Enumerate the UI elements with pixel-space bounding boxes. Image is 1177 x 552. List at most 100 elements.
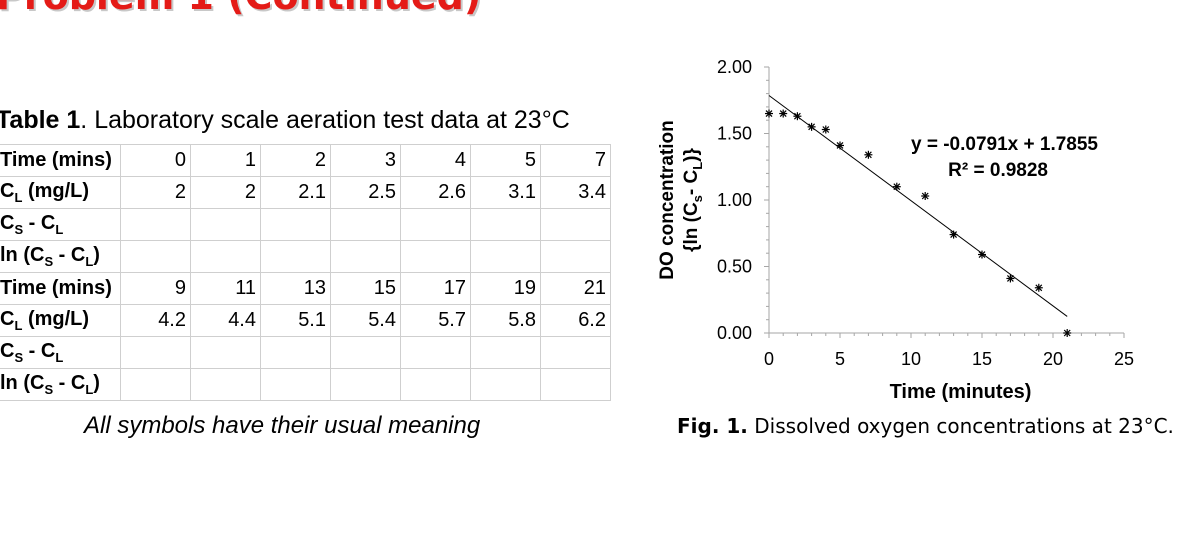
y-tick-label: 0.00 [717,323,752,343]
ylabel-cl-subscript: L [690,162,705,170]
cl-subscript: L [55,350,64,365]
table-row: CS - CL [0,336,611,369]
aeration-data-table: Time (mins) 0 1 2 3 4 5 7 CL (mg/L) 2 2 2.1 2.5 2.6 3.… [0,144,611,401]
data-point [765,109,773,118]
ylabel-suffix: )} [681,147,702,161]
ln-prefix: ln (C [0,372,45,394]
ylabel-minus-cl: - C [681,169,702,195]
cl-symbol: C [0,180,15,202]
row-header-time: Time (mins) [0,144,121,177]
cs-symbol: C [0,340,15,362]
cl-subscript: L [55,222,64,237]
data-point [1034,283,1043,292]
data-point [821,125,830,134]
ln-suffix: ) [93,244,100,266]
x-tick-label: 20 [1043,349,1063,369]
cs-subscript: S [14,222,24,237]
empty-cell [260,368,331,401]
empty-cell [190,336,261,369]
table-row: ln (CS - CL) [0,368,611,401]
cl-cell: 2.5 [330,176,401,209]
row-header-difference: CS - CL [0,336,121,369]
y-tick-label: 1.00 [717,190,752,210]
cl-subscript: L [14,190,23,205]
data-point [921,192,930,201]
x-tick-label: 5 [835,349,845,369]
cl-subscript: L [85,382,94,397]
time-cell: 17 [400,272,471,305]
x-tick-label: 0 [764,349,774,369]
empty-cell [330,208,401,241]
empty-cell [190,368,261,401]
ln-prefix: ln (C [0,244,45,266]
empty-cell [260,208,331,241]
data-point [1063,329,1072,337]
time-cell: 4 [400,144,471,177]
data-point [978,250,986,259]
trendline [768,95,1068,317]
r-squared-label: R² = 0.9828 [948,160,1048,181]
empty-cell [260,240,331,273]
cs-subscript: S [44,254,54,269]
cl-cell: 2.6 [400,176,471,209]
table-caption-label: Table 1 [0,106,81,134]
empty-cell [330,368,401,401]
y-axis-title-line1: DO concentration [657,120,678,279]
time-cell: 7 [540,144,611,177]
data-point [836,141,844,150]
time-cell: 3 [330,144,401,177]
time-cell: 2 [260,144,331,177]
empty-cell [470,368,541,401]
cl-unit: (mg/L) [22,308,90,330]
empty-cell [540,368,611,401]
figure-caption-text: Dissolved oxygen concentrations at 23°C. [747,414,1174,438]
cl-cell: 5.7 [400,304,471,337]
empty-cell [540,240,611,273]
row-header-ln: ln (CS - CL) [0,368,121,401]
table-row: ln (CS - CL) [0,240,611,273]
minus-cl: - C [53,372,86,394]
y-tick-label: 2.00 [717,57,752,77]
data-point [1006,274,1015,283]
cs-subscript: S [14,350,24,365]
x-axis-title: Time (minutes) [890,381,1032,403]
ylabel-cs-subscript: s [690,195,705,202]
symbols-note: All symbols have their usual meaning [84,412,481,439]
table-caption: Table 1. Laboratory scale aeration test … [0,106,570,135]
slide-title: Problem 1 (Continued) [0,0,481,18]
y-tick-label: 0.50 [717,257,752,277]
x-tick-label: 25 [1114,349,1134,369]
cs-subscript: S [44,382,54,397]
table-row: Time (mins) 0 1 2 3 4 5 7 [0,144,611,177]
x-tick-label: 15 [972,349,992,369]
time-cell: 21 [540,272,611,305]
data-point [779,109,788,118]
data-point [892,182,901,191]
minus-cl: - C [23,340,56,362]
empty-cell [540,336,611,369]
time-cell: 1 [190,144,261,177]
cl-cell: 4.4 [190,304,261,337]
row-header-ln: ln (CS - CL) [0,240,121,273]
empty-cell [540,208,611,241]
cl-cell: 2 [120,176,191,209]
ylabel-ln-prefix: {ln (C [681,202,702,252]
cl-subscript: L [85,254,94,269]
ln-suffix: ) [93,372,100,394]
cl-cell: 5.4 [330,304,401,337]
trendline-equation: y = -0.0791x + 1.7855 [911,134,1098,155]
y-tick-label: 1.50 [717,124,752,144]
data-point [793,112,802,121]
cl-cell: 3.4 [540,176,611,209]
cl-cell: 5.1 [260,304,331,337]
data-point [864,150,873,159]
figure-caption-label: Fig. 1. [677,414,748,438]
empty-cell [260,336,331,369]
cl-symbol: C [0,308,15,330]
cl-cell: 3.1 [470,176,541,209]
time-cell: 11 [190,272,261,305]
data-point [949,230,958,239]
x-tick-label: 10 [901,349,921,369]
time-cell: 13 [260,272,331,305]
